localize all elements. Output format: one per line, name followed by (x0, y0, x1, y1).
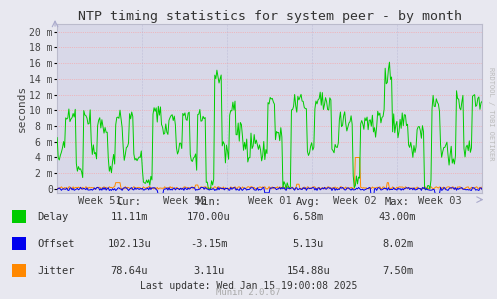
Text: 154.88u: 154.88u (286, 266, 330, 276)
Y-axis label: seconds: seconds (17, 85, 27, 132)
Text: Min:: Min: (196, 197, 221, 207)
Text: Max:: Max: (385, 197, 410, 207)
Title: NTP timing statistics for system peer - by month: NTP timing statistics for system peer - … (78, 10, 462, 23)
Text: 3.11u: 3.11u (193, 266, 224, 276)
Text: 11.11m: 11.11m (110, 212, 148, 222)
Text: 5.13u: 5.13u (293, 239, 324, 249)
Text: 6.58m: 6.58m (293, 212, 324, 222)
Text: 170.00u: 170.00u (187, 212, 231, 222)
Text: 78.64u: 78.64u (110, 266, 148, 276)
Text: 43.00m: 43.00m (379, 212, 416, 222)
Text: Delay: Delay (37, 212, 69, 222)
Text: -3.15m: -3.15m (190, 239, 228, 249)
Text: Munin 2.0.67: Munin 2.0.67 (216, 288, 281, 297)
Text: Last update: Wed Jan 15 19:00:08 2025: Last update: Wed Jan 15 19:00:08 2025 (140, 281, 357, 292)
Text: Offset: Offset (37, 239, 75, 249)
Text: Avg:: Avg: (296, 197, 321, 207)
Text: RRDTOOL / TOBI OETIKER: RRDTOOL / TOBI OETIKER (488, 67, 494, 160)
Text: Cur:: Cur: (117, 197, 142, 207)
Text: Jitter: Jitter (37, 266, 75, 276)
Text: 102.13u: 102.13u (107, 239, 151, 249)
Text: 7.50m: 7.50m (382, 266, 413, 276)
Text: 8.02m: 8.02m (382, 239, 413, 249)
